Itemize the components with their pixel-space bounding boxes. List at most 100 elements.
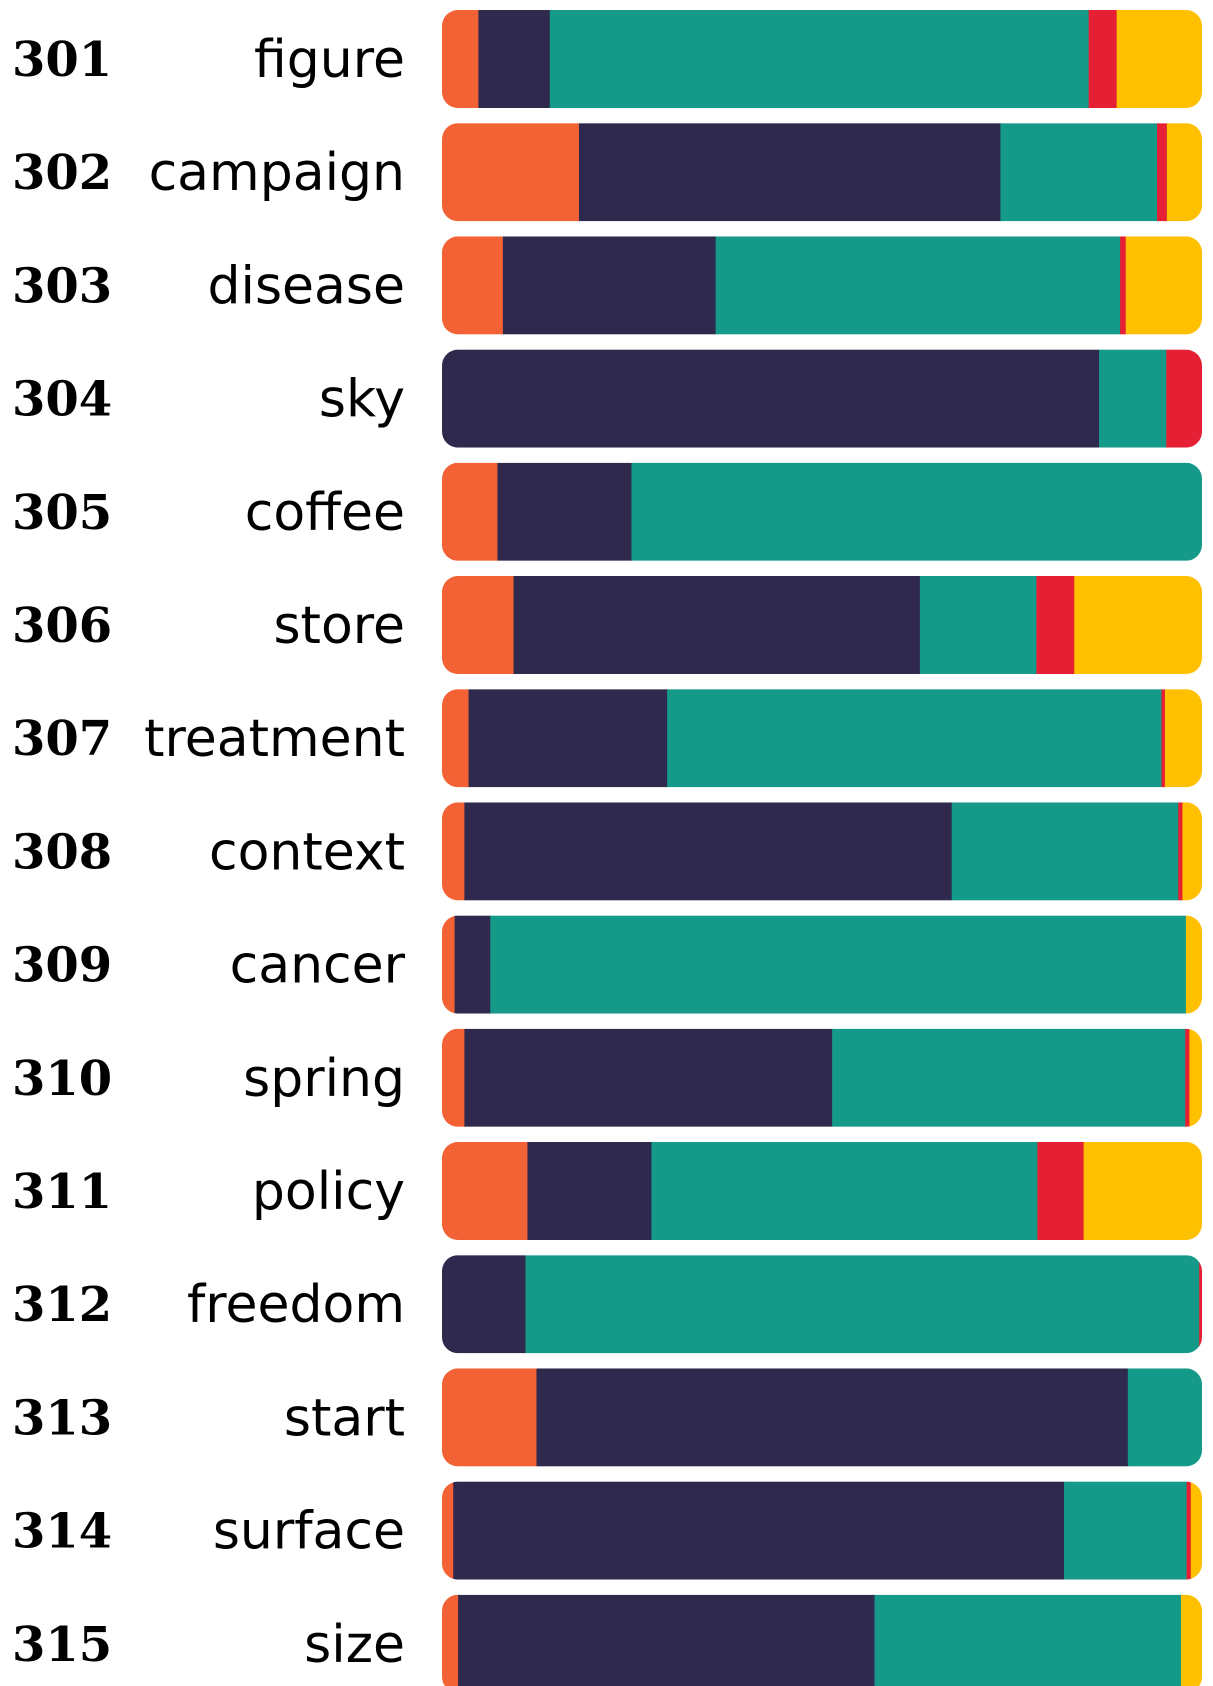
chart-row: 315 size (12, 1594, 1202, 1686)
bar-segment (442, 349, 1100, 448)
row-word-label: freedom (187, 1275, 405, 1335)
chart-rows: 301 figure 302 campaign 303 disease 304 sky 305 c… (12, 10, 1202, 1686)
bar-segment (442, 1142, 529, 1240)
row-rank-label: 314 (12, 1504, 112, 1560)
bar-segment (458, 1594, 876, 1686)
bar-segment (1181, 1594, 1202, 1686)
bar-segment (453, 1481, 1065, 1580)
bar-segment (1182, 802, 1202, 901)
bar-segment (1127, 1368, 1202, 1467)
chart-row: 309 cancer (12, 915, 1202, 1014)
row-word-label: context (209, 822, 405, 882)
bar-segment (1064, 1481, 1188, 1580)
bar-segment (527, 1142, 653, 1240)
row-rank-label: 312 (12, 1277, 112, 1333)
bar-segment (1178, 802, 1184, 901)
row-rank-label: 309 (12, 938, 112, 994)
row-rank-label: 302 (12, 145, 112, 201)
stacked-bar (442, 1255, 1202, 1354)
bar-segment (578, 123, 1002, 222)
bar-segment (1185, 915, 1202, 1014)
bar-segment (442, 1255, 527, 1354)
bar-segment (1083, 1142, 1202, 1240)
stacked-bar (442, 1594, 1202, 1686)
bar-segment (1166, 123, 1202, 222)
row-rank-label: 315 (12, 1617, 112, 1673)
bar-segment (1186, 1481, 1192, 1580)
bar-segment (464, 802, 953, 901)
bar-segment (442, 1594, 459, 1686)
stacked-bar (442, 1481, 1202, 1580)
row-word-label: size (304, 1615, 405, 1675)
row-word-label: figure (254, 30, 405, 90)
row-word-label: policy (252, 1162, 405, 1222)
bar-segment (1161, 689, 1166, 788)
bar-segment (468, 689, 668, 788)
stacked-bar (442, 689, 1202, 788)
row-rank-label: 307 (12, 711, 112, 767)
bar-segment (651, 1142, 1038, 1240)
row-word-label: spring (243, 1049, 405, 1109)
bar-segment (442, 802, 465, 901)
chart-row: 304 sky (12, 349, 1202, 448)
row-word-label: disease (208, 256, 406, 316)
bar-segment (1120, 236, 1127, 335)
stacked-bar (442, 462, 1202, 561)
bar-segment (1199, 1255, 1202, 1354)
bar-segment (1164, 689, 1202, 788)
row-rank-label: 303 (12, 258, 112, 314)
stacked-bar (442, 1368, 1202, 1467)
bar-segment (442, 123, 580, 222)
bar-segment (1036, 576, 1075, 674)
bar-segment (442, 576, 515, 674)
bar-segment (1190, 1481, 1202, 1580)
bar-segment (1116, 10, 1202, 108)
row-word-label: coffee (245, 483, 405, 543)
chart-row: 313 start (12, 1368, 1202, 1467)
bar-segment (715, 236, 1121, 335)
stacked-bar (442, 1028, 1202, 1127)
bar-segment (631, 462, 1202, 561)
bar-segment (513, 576, 921, 674)
bar-segment (1037, 1142, 1085, 1240)
chart-row: 306 store (12, 576, 1202, 674)
row-rank-label: 310 (12, 1051, 112, 1107)
bar-segment (1166, 349, 1202, 448)
stacked-bar (442, 10, 1202, 108)
bar-segment (951, 802, 1179, 901)
row-word-label: cancer (230, 936, 406, 996)
chart-row: 314 surface (12, 1481, 1202, 1580)
row-rank-label: 308 (12, 824, 112, 880)
bar-segment (525, 1255, 1200, 1354)
chart-row: 310 spring (12, 1028, 1202, 1127)
bar-segment (454, 915, 491, 1014)
row-word-label: campaign (149, 143, 405, 203)
stacked-bar (442, 1142, 1202, 1240)
chart-row: 307 treatment (12, 689, 1202, 788)
bar-segment (497, 462, 633, 561)
bar-segment (442, 915, 456, 1014)
row-rank-label: 305 (12, 485, 112, 541)
row-word-label: store (273, 596, 405, 656)
row-rank-label: 313 (12, 1390, 112, 1446)
bar-segment (442, 689, 470, 788)
chart-row: 311 policy (12, 1142, 1202, 1240)
row-word-label: surface (213, 1502, 405, 1562)
bar-segment (1074, 576, 1202, 674)
bar-segment (536, 1368, 1129, 1467)
bar-segment (919, 576, 1037, 674)
row-word-label: sky (319, 370, 405, 430)
bar-segment (1088, 10, 1118, 108)
chart-row: 302 campaign (12, 123, 1202, 222)
chart-row: 303 disease (12, 236, 1202, 335)
bar-segment (667, 689, 1163, 788)
bar-segment (442, 1028, 465, 1127)
bar-segment (832, 1028, 1186, 1127)
row-word-label: treatment (144, 709, 405, 769)
stacked-bar (442, 236, 1202, 335)
bar-segment (490, 915, 1187, 1014)
row-rank-label: 301 (12, 32, 112, 88)
row-word-label: start (284, 1388, 405, 1448)
chart-row: 312 freedom (12, 1255, 1202, 1354)
